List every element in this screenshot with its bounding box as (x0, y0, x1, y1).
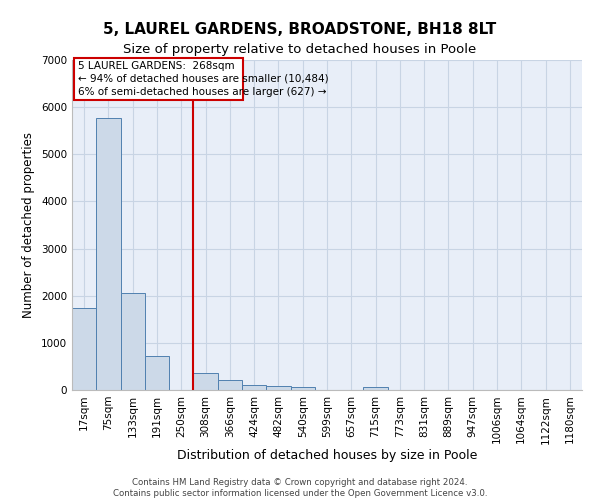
Bar (96, 118, 121, 390)
Bar (218, 380, 242, 390)
Bar (72, 308, 96, 390)
FancyBboxPatch shape (74, 58, 243, 100)
Text: Contains HM Land Registry data © Crown copyright and database right 2024.
Contai: Contains HM Land Registry data © Crown c… (113, 478, 487, 498)
Bar (193, 372, 218, 390)
X-axis label: Distribution of detached houses by size in Poole: Distribution of detached houses by size … (177, 449, 477, 462)
Text: Size of property relative to detached houses in Poole: Size of property relative to detached ho… (124, 42, 476, 56)
Bar (266, 386, 290, 390)
Bar (121, 293, 145, 390)
Bar (145, 356, 169, 390)
Text: 5 LAUREL GARDENS:  268sqm
← 94% of detached houses are smaller (10,484)
6% of se: 5 LAUREL GARDENS: 268sqm ← 94% of detach… (78, 60, 329, 97)
Bar (290, 388, 315, 390)
Bar (364, 387, 388, 390)
Text: 5, LAUREL GARDENS, BROADSTONE, BH18 8LT: 5, LAUREL GARDENS, BROADSTONE, BH18 8LT (103, 22, 497, 38)
Bar (242, 385, 266, 390)
Y-axis label: Number of detached properties: Number of detached properties (22, 132, 35, 318)
